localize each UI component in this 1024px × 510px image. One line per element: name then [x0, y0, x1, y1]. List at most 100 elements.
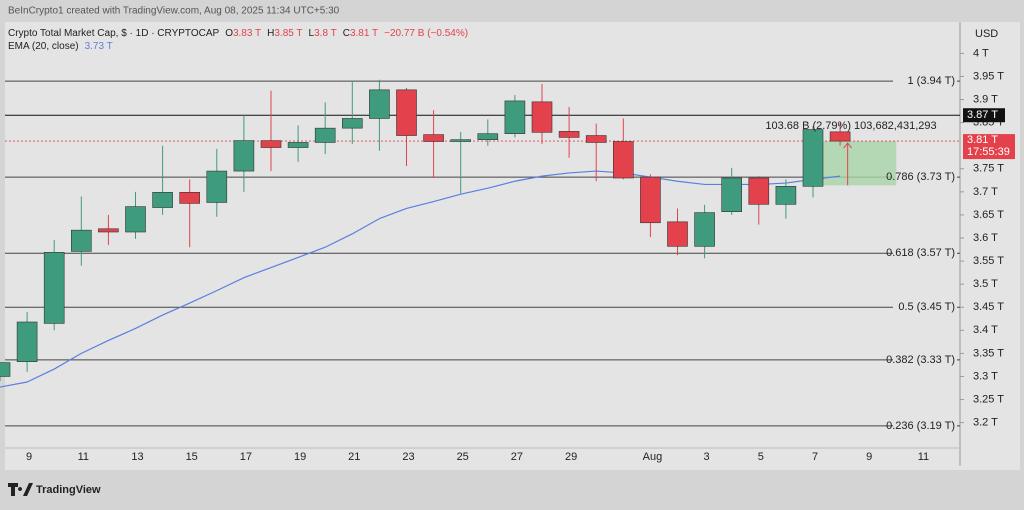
- y-tick-label: 3.4 T: [973, 324, 998, 336]
- candle-body: [477, 133, 499, 140]
- fib-label: 0.382 (3.33 T): [886, 354, 955, 366]
- candle-body: [98, 228, 119, 233]
- fib-label: 0.786 (3.73 T): [886, 171, 955, 183]
- y-tick-label: 3.7 T: [973, 186, 998, 198]
- position-box: [823, 141, 897, 186]
- y-tick-label: 3.45 T: [973, 301, 1004, 313]
- candle-body: [125, 206, 146, 233]
- fib-label: 0.5 (3.45 T): [898, 301, 955, 313]
- candle-body: [748, 177, 770, 205]
- y-tick-label: 3.25 T: [973, 393, 1004, 405]
- candle-body: [341, 118, 363, 129]
- legend-key: L: [309, 28, 315, 39]
- x-tick-label: 9: [26, 451, 32, 463]
- legend-value: 3.8 T: [314, 28, 337, 39]
- ema-name: EMA (20, close): [8, 41, 79, 52]
- legend-title: Crypto Total Market Cap, $ · 1D · CRYPTO…: [8, 28, 468, 39]
- last-price-label: 3.81 T: [967, 134, 998, 146]
- position-label: 103.68 B (2.79%) 103,682,431,293: [765, 120, 936, 132]
- candle-body: [396, 89, 417, 136]
- fib-label-bg: [893, 418, 957, 433]
- legend-key: C: [343, 28, 350, 39]
- candle-body: [71, 229, 92, 252]
- x-tick-label: 19: [294, 451, 306, 463]
- candle-body: [233, 140, 255, 172]
- candle-body: [531, 101, 553, 133]
- candle-body: [0, 362, 11, 377]
- y-unit: USD: [975, 28, 998, 40]
- y-tick-label: 3.75 T: [973, 163, 1004, 175]
- chart-area: [5, 22, 1020, 470]
- plot: [0, 22, 964, 466]
- legend-key: O: [225, 28, 233, 39]
- y-tick-label: 3.55 T: [973, 255, 1004, 267]
- header: BeInCrypto1 created with TradingView.com…: [8, 6, 340, 17]
- fib-label: 0.618 (3.57 T): [886, 247, 955, 259]
- ema-line: [0, 170, 841, 388]
- candle-body: [721, 177, 743, 212]
- x-tick-label: Aug: [643, 451, 663, 463]
- last-price-tag: [963, 134, 1015, 160]
- candle-body: [612, 141, 634, 179]
- candle-body: [504, 100, 526, 134]
- position-arrowhead: [843, 142, 853, 149]
- x-tick-label: 3: [704, 451, 710, 463]
- candle-body: [16, 321, 38, 362]
- candle-body: [369, 89, 390, 119]
- ema-value: 3.73 T: [85, 41, 113, 52]
- candle-body: [829, 131, 851, 142]
- x-tick-label: 21: [348, 451, 360, 463]
- candle-body: [152, 192, 173, 208]
- x-tick-label: 29: [565, 451, 577, 463]
- legend-name: Crypto Total Market Cap, $ · 1D · CRYPTO…: [8, 28, 220, 39]
- candle-body: [43, 252, 65, 324]
- x-tick-label: 9: [866, 451, 872, 463]
- watermark: TradingView: [36, 484, 101, 496]
- fib-label: 0.236 (3.19 T): [886, 420, 955, 432]
- candle-body: [260, 140, 282, 148]
- fib-label: 1 (3.94 T): [908, 75, 956, 87]
- y-tick-label: 4 T: [973, 47, 989, 59]
- x-tick-label: 13: [131, 451, 143, 463]
- x-tick-label: 11: [918, 451, 929, 463]
- fib-label-bg: [893, 300, 957, 315]
- y-tick-label: 3.5 T: [973, 278, 998, 290]
- legend-change: −20.77 B (−0.54%): [384, 28, 468, 39]
- x-tick-label: 17: [240, 451, 252, 463]
- y-tick-label: 3.9 T: [973, 93, 998, 105]
- legend-value: 3.83 T: [233, 28, 261, 39]
- price-line-label: 3.87 T: [967, 109, 998, 121]
- candle-body: [287, 142, 309, 148]
- x-tick-label: 7: [812, 451, 818, 463]
- x-tick-label: 11: [78, 451, 89, 463]
- fib-label-bg: [893, 246, 957, 261]
- candle-body: [558, 131, 580, 138]
- x-tick-label: 23: [402, 451, 414, 463]
- candle-body: [640, 176, 661, 224]
- fib-label-bg: [893, 170, 957, 185]
- y-tick-label: 3.95 T: [973, 70, 1004, 82]
- legend-value: 3.81 T: [350, 28, 378, 39]
- legend-key: H: [267, 28, 274, 39]
- candle-body: [314, 127, 336, 143]
- candle-body: [585, 135, 607, 143]
- x-tick-label: 25: [457, 451, 469, 463]
- watermark-logo: [8, 483, 33, 496]
- y-tick-label: 3.3 T: [973, 370, 998, 382]
- candle-body: [423, 134, 444, 142]
- candle-body: [667, 221, 688, 247]
- candle-body: [179, 192, 200, 204]
- x-tick-label: 5: [758, 451, 764, 463]
- y-tick-label: 3.65 T: [973, 209, 1004, 221]
- x-tick-label: 15: [186, 451, 198, 463]
- price-line-tag: [963, 108, 1005, 123]
- candle-body: [775, 186, 797, 205]
- fib-label-bg: [893, 352, 957, 367]
- countdown: 17:55:39: [967, 146, 1010, 158]
- y-tick-label: 3.2 T: [973, 417, 998, 429]
- candle-body: [450, 139, 472, 142]
- candle-body: [206, 170, 228, 203]
- fib-label-bg: [893, 74, 957, 89]
